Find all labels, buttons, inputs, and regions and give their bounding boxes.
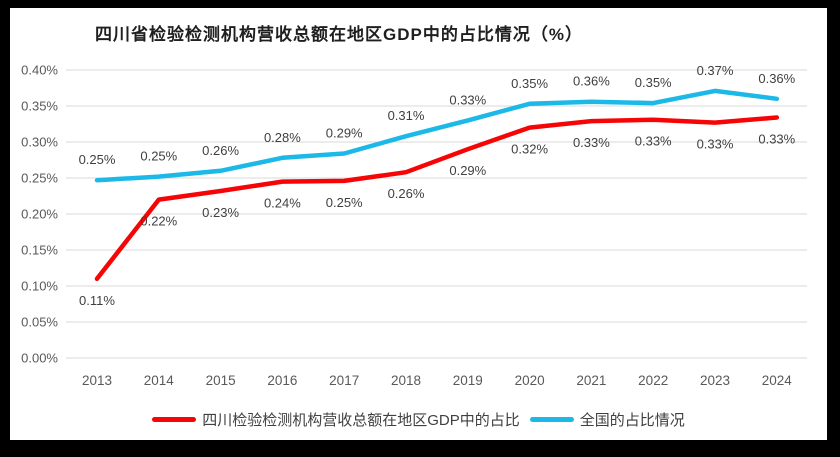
data-label: 0.28% (264, 130, 301, 145)
plot-svg: 0.40% 0.35% 0.30% 0.25% 0.20% 0.15% 0.10% 0.05%… (21, 63, 807, 388)
legend-swatch-national (529, 416, 574, 422)
data-label: 0.25% (79, 152, 116, 167)
data-label: 0.26% (202, 143, 239, 158)
data-label: 0.33% (449, 92, 486, 107)
x-tick-label: 2023 (700, 373, 730, 388)
legend-swatch-sichuan (152, 416, 197, 422)
x-tick-label: 2019 (453, 373, 483, 388)
data-label: 0.36% (573, 74, 610, 89)
data-label: 0.36% (758, 71, 795, 86)
data-label: 0.25% (140, 149, 177, 164)
y-tick-label: 0.05% (21, 315, 58, 330)
y-tick-label: 0.35% (21, 99, 58, 114)
y-tick-label: 0.30% (21, 135, 58, 150)
data-label: 0.33% (573, 135, 610, 150)
x-tick-label: 2013 (82, 373, 112, 388)
x-tick-label: 2017 (329, 373, 359, 388)
data-label: 0.25% (326, 195, 363, 210)
legend-item-sichuan: 四川检验检测机构营收总额在地区GDP中的占比 (152, 409, 520, 430)
data-label: 0.33% (758, 132, 795, 147)
data-label: 0.35% (635, 75, 672, 90)
series-line-0 (94, 115, 780, 282)
data-label: 0.24% (264, 196, 301, 211)
y-tick-label: 0.00% (21, 351, 58, 366)
x-tick-label: 2022 (638, 373, 668, 388)
data-label: 0.32% (511, 142, 548, 157)
data-label: 0.22% (140, 214, 177, 229)
legend-item-national: 全国的占比情况 (529, 409, 685, 430)
y-tick-label: 0.40% (21, 63, 58, 78)
data-label: 0.23% (202, 205, 239, 220)
data-label: 0.29% (449, 163, 486, 178)
y-tick-label: 0.15% (21, 243, 58, 258)
x-tick-label: 2014 (144, 373, 175, 388)
data-label: 0.33% (697, 137, 734, 152)
chart-title: 四川省检验检测机构营收总额在地区GDP中的占比情况（%） (95, 25, 583, 44)
data-label: 0.29% (326, 126, 363, 141)
x-tick-label: 2020 (515, 373, 545, 388)
data-label: 0.35% (511, 76, 548, 91)
legend-label-sichuan: 四川检验检测机构营收总额在地区GDP中的占比 (202, 411, 520, 429)
series-line-1 (94, 88, 780, 183)
y-tick-label: 0.10% (21, 279, 58, 294)
legend-label-national: 全国的占比情况 (579, 411, 685, 429)
y-tick-label: 0.20% (21, 207, 58, 222)
chart-card: 四川省检验检测机构营收总额在地区GDP中的占比情况（%） 0.40% 0.35% 0… (10, 8, 827, 440)
x-tick-label: 2024 (762, 373, 793, 388)
data-label: 0.31% (388, 108, 425, 123)
x-tick-label: 2018 (391, 373, 421, 388)
x-tick-label: 2015 (206, 373, 236, 388)
data-label: 0.26% (388, 186, 425, 201)
data-label: 0.11% (79, 293, 115, 308)
x-tick-label: 2021 (576, 373, 606, 388)
y-tick-label: 0.25% (21, 171, 58, 186)
legend: 四川检验检测机构营收总额在地区GDP中的占比 全国的占比情况 (10, 404, 827, 434)
x-tick-label: 2016 (267, 373, 297, 388)
data-label: 0.33% (635, 134, 672, 149)
data-label: 0.37% (697, 63, 734, 78)
